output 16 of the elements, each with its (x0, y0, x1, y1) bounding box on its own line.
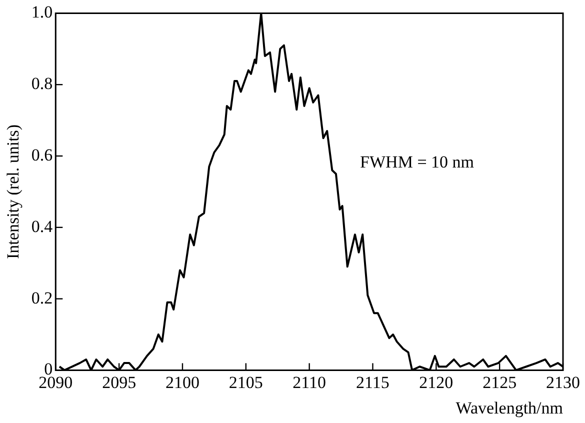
x-tick-label: 2125 (482, 372, 517, 392)
x-tick-label: 2110 (292, 372, 326, 392)
x-tick-label: 2095 (102, 372, 136, 392)
annotation: FWHM = 10 nm (360, 152, 474, 172)
x-tick-label: 2105 (228, 372, 263, 392)
x-tick-label: 2115 (356, 372, 390, 392)
y-tick-label: 0.2 (31, 288, 53, 308)
x-tick-label: 2120 (419, 372, 454, 392)
y-tick-label: 0.4 (31, 216, 54, 236)
x-tick-label: 2100 (165, 372, 200, 392)
x-tick-label: 2130 (546, 372, 580, 392)
y-tick-label: 1.0 (31, 2, 53, 22)
y-tick-label: 0.6 (31, 145, 53, 164)
y-axis-title: Intensity (rel. units) (4, 124, 23, 259)
y-tick-label: 0.8 (31, 74, 53, 94)
x-axis-title: Wavelength/nm (456, 398, 563, 418)
